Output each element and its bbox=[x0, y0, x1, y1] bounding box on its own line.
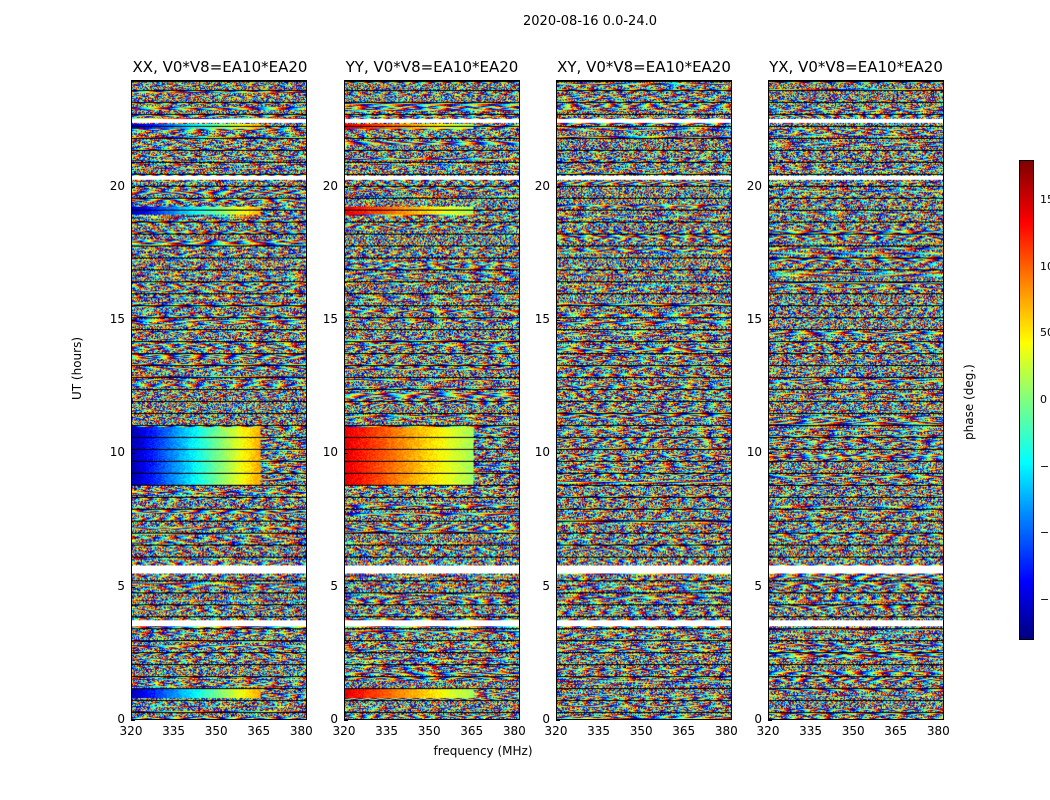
y-tick-mark bbox=[556, 320, 560, 321]
x-tick-label: 320 bbox=[544, 724, 568, 738]
y-tick-label: 15 bbox=[746, 312, 762, 326]
y-tick-mark bbox=[131, 186, 135, 188]
y-tick-mark bbox=[768, 320, 772, 321]
panel-title-yx: YX, V0*V8=EA10*EA20 bbox=[769, 58, 943, 76]
panel-title-yy: YY, V0*V8=EA10*EA20 bbox=[345, 58, 519, 76]
y-tick-mark bbox=[344, 453, 348, 455]
x-tick-label: 365 bbox=[247, 724, 271, 738]
figure-title: 2020-08-16 0.0-24.0 bbox=[523, 14, 657, 29]
y-tick-label: 15 bbox=[534, 312, 550, 326]
y-tick-label: 20 bbox=[746, 178, 762, 193]
y-tick-mark bbox=[131, 453, 135, 455]
y-tick-label: 0 bbox=[542, 712, 550, 726]
y-tick-label: 20 bbox=[322, 178, 338, 193]
heatmap-canvas-xx bbox=[132, 81, 306, 719]
y-tick-mark bbox=[131, 320, 135, 321]
x-tick-label: 350 bbox=[629, 724, 653, 738]
y-axis-label: UT (hours) bbox=[70, 336, 84, 400]
x-tick-label: 335 bbox=[799, 724, 823, 738]
x-tick-label: 350 bbox=[417, 724, 441, 738]
x-tick-label: 320 bbox=[119, 724, 143, 738]
x-tick-label: 335 bbox=[375, 724, 399, 738]
colorbar-tick-label: 50 bbox=[1040, 326, 1050, 340]
colorbar-label: phase (deg.) bbox=[962, 364, 976, 440]
y-tick-mark bbox=[768, 453, 772, 455]
colorbar-tick-label: 100 bbox=[1040, 259, 1050, 273]
y-tick-mark bbox=[344, 720, 348, 721]
y-tick-mark bbox=[131, 586, 135, 588]
y-tick-label: 20 bbox=[109, 178, 125, 193]
colorbar-tick-label: −50 bbox=[1040, 459, 1050, 473]
x-tick-label: 335 bbox=[587, 724, 611, 738]
y-tick-mark bbox=[344, 186, 348, 188]
panel-title-xx: XX, V0*V8=EA10*EA20 bbox=[132, 58, 308, 76]
colorbar-tick-label: −150 bbox=[1040, 593, 1050, 606]
colorbar-tick-label: 150 bbox=[1040, 193, 1050, 206]
y-tick-mark bbox=[131, 720, 135, 721]
panel-title-xy: XY, V0*V8=EA10*EA20 bbox=[557, 58, 731, 76]
x-tick-label: 350 bbox=[204, 724, 228, 738]
y-tick-label: 5 bbox=[754, 578, 762, 593]
y-tick-mark bbox=[768, 186, 772, 188]
colorbar-tick-label: −100 bbox=[1040, 526, 1050, 540]
heatmap-canvas-xy bbox=[557, 81, 731, 719]
colorbar bbox=[1019, 160, 1034, 640]
x-tick-label: 350 bbox=[841, 724, 865, 738]
x-axis-label: frequency (MHz) bbox=[433, 744, 533, 758]
x-tick-label: 335 bbox=[162, 724, 186, 738]
heatmap-panel-xy bbox=[556, 80, 732, 720]
y-tick-label: 5 bbox=[330, 578, 338, 593]
x-tick-label: 380 bbox=[926, 724, 950, 738]
y-tick-label: 5 bbox=[117, 578, 125, 593]
heatmap-canvas-yy bbox=[345, 81, 519, 719]
x-tick-label: 380 bbox=[289, 724, 313, 738]
x-tick-label: 320 bbox=[332, 724, 356, 738]
y-tick-label: 5 bbox=[542, 578, 550, 593]
heatmap-panel-yy bbox=[344, 80, 520, 720]
x-tick-label: 365 bbox=[460, 724, 484, 738]
heatmap-panel-xx bbox=[131, 80, 307, 720]
y-tick-label: 0 bbox=[330, 712, 338, 726]
y-tick-label: 10 bbox=[322, 445, 338, 460]
y-tick-label: 15 bbox=[322, 312, 338, 326]
y-tick-mark bbox=[768, 586, 772, 588]
y-tick-mark bbox=[556, 453, 560, 455]
x-tick-label: 320 bbox=[756, 724, 780, 738]
x-tick-label: 365 bbox=[884, 724, 908, 738]
y-tick-mark bbox=[556, 186, 560, 188]
y-tick-label: 10 bbox=[746, 445, 762, 460]
y-tick-mark bbox=[344, 586, 348, 588]
heatmap-canvas-yx bbox=[769, 81, 943, 719]
x-tick-label: 380 bbox=[714, 724, 738, 738]
x-tick-label: 380 bbox=[502, 724, 526, 738]
y-tick-label: 10 bbox=[534, 445, 550, 460]
y-tick-label: 15 bbox=[109, 312, 125, 326]
y-tick-label: 0 bbox=[117, 712, 125, 726]
y-tick-label: 0 bbox=[754, 712, 762, 726]
y-tick-mark bbox=[344, 320, 348, 321]
heatmap-panel-yx bbox=[768, 80, 944, 720]
colorbar-tick-label: 0 bbox=[1040, 393, 1047, 406]
y-tick-mark bbox=[556, 720, 560, 721]
y-tick-mark bbox=[768, 720, 772, 721]
x-tick-label: 365 bbox=[672, 724, 696, 738]
y-tick-label: 20 bbox=[534, 178, 550, 193]
y-tick-label: 10 bbox=[109, 445, 125, 460]
y-tick-mark bbox=[556, 586, 560, 588]
